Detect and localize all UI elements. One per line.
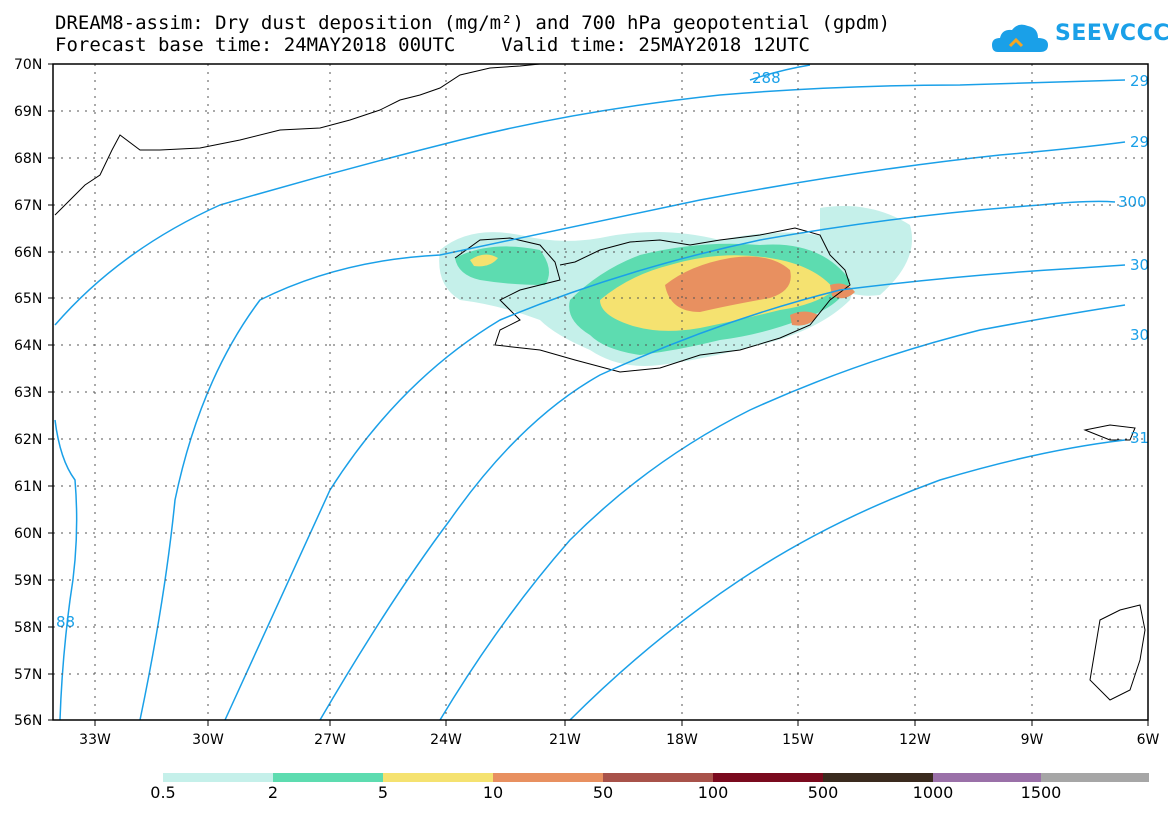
map-frame <box>52 63 1149 721</box>
contour-label: 288 <box>752 69 781 87</box>
lat-label: 69N <box>14 104 42 120</box>
map-title: DREAM8-assim: Dry dust deposition (mg/m²… <box>55 12 891 34</box>
lat-label: 68N <box>14 151 42 167</box>
cloud-logo-icon <box>992 24 1048 52</box>
colorbar-label: 500 <box>807 783 839 802</box>
contour-label: 29 <box>1130 133 1149 151</box>
colorbar-swatch <box>273 773 383 782</box>
longitude-labels: 33W 30W 27W 24W 21W 18W 15W 12W 9W 6W <box>79 732 1159 748</box>
colorbar-label: 2 <box>267 783 279 802</box>
axis-ticks <box>48 63 1149 726</box>
lon-label: 18W <box>666 732 698 748</box>
lon-label: 9W <box>1021 732 1044 748</box>
lat-label: 63N <box>14 385 42 401</box>
lon-label: 33W <box>79 732 111 748</box>
lat-label: 57N <box>14 667 42 683</box>
lat-label: 56N <box>14 713 42 729</box>
lat-label: 60N <box>14 526 42 542</box>
coastlines <box>54 63 1146 701</box>
colorbar-label: 100 <box>697 783 729 802</box>
lat-label: 66N <box>14 245 42 261</box>
lon-label: 12W <box>899 732 931 748</box>
latitude-labels: 70N 69N 68N 67N 66N 65N 64N 63N 62N 61N … <box>14 57 42 729</box>
colorbar-label: 0.5 <box>150 783 176 802</box>
colorbar-swatch <box>383 773 493 782</box>
lat-label: 62N <box>14 432 42 448</box>
colorbar-swatch <box>823 773 933 782</box>
colorbar-swatch <box>1041 773 1149 782</box>
lon-label: 24W <box>430 732 462 748</box>
colorbar-label: 50 <box>592 783 614 802</box>
colorbar-swatch <box>493 773 603 782</box>
lon-label: 21W <box>549 732 581 748</box>
dust-deposition-shading <box>439 206 912 366</box>
colorbar-swatch <box>163 773 273 782</box>
lat-label: 59N <box>14 573 42 589</box>
colorbar-label: 5 <box>377 783 389 802</box>
map-subtitle: Forecast base time: 24MAY2018 00UTC Vali… <box>55 34 810 56</box>
contour-label: 29 <box>1130 72 1149 90</box>
geopotential-contours <box>54 64 1126 721</box>
lat-label: 65N <box>14 291 42 307</box>
logo-text: SEEVCCC <box>1055 21 1170 46</box>
contour-label: 88 <box>56 613 75 631</box>
colorbar-label: 1500 <box>1020 783 1062 802</box>
lat-label: 70N <box>14 57 42 73</box>
gridlines <box>53 64 1148 720</box>
lat-label: 61N <box>14 479 42 495</box>
colorbar-swatch <box>603 773 713 782</box>
contour-label: 30 <box>1130 256 1149 274</box>
colorbar-label: 1000 <box>912 783 954 802</box>
contour-label: 30 <box>1130 326 1149 344</box>
lat-label: 67N <box>14 198 42 214</box>
colorbar-label: 10 <box>482 783 504 802</box>
lat-label: 64N <box>14 338 42 354</box>
contour-labels: 288 29 29 300 30 30 31 88 <box>56 69 1149 631</box>
lon-label: 6W <box>1137 732 1160 748</box>
colorbar-swatch <box>713 773 823 782</box>
contour-label: 300 <box>1118 193 1147 211</box>
colorbar-swatch <box>933 773 1041 782</box>
lon-label: 30W <box>192 732 224 748</box>
contour-label: 31 <box>1130 429 1149 447</box>
lat-label: 58N <box>14 620 42 636</box>
lon-label: 15W <box>782 732 814 748</box>
lon-label: 27W <box>314 732 346 748</box>
